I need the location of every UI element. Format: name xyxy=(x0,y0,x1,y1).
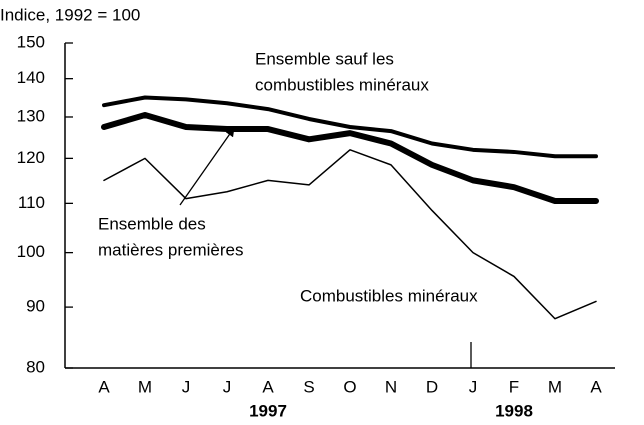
y-tick-label: 120 xyxy=(17,148,45,167)
series-line xyxy=(101,112,599,205)
series-annotation: Combustibles minéraux xyxy=(300,286,478,305)
x-tick-label: A xyxy=(262,377,274,396)
series-annotation: combustibles minéraux xyxy=(255,75,429,94)
x-tick-label: F xyxy=(509,377,519,396)
series-annotation: matières premières xyxy=(98,240,244,259)
y-tick-label: 140 xyxy=(17,68,45,87)
y-tick-label: 90 xyxy=(26,297,45,316)
series-line xyxy=(102,95,598,159)
y-tick-label: 150 xyxy=(17,32,45,51)
x-tick-label: O xyxy=(343,377,356,396)
y-axis-label: Indice, 1992 = 100 xyxy=(0,5,140,24)
x-tick-label: J xyxy=(182,377,191,396)
series-annotation: Ensemble sauf les xyxy=(255,49,394,68)
x-tick-label: S xyxy=(303,377,314,396)
x-tick-label: M xyxy=(138,377,152,396)
x-tick-label: M xyxy=(548,377,562,396)
x-tick-label: A xyxy=(590,377,602,396)
x-tick-label: J xyxy=(469,377,478,396)
x-tick-label: J xyxy=(223,377,232,396)
y-tick-label: 80 xyxy=(26,357,45,376)
y-tick-label: 130 xyxy=(17,106,45,125)
year-label: 1998 xyxy=(495,401,533,420)
year-label: 1997 xyxy=(249,401,287,420)
series-line xyxy=(103,149,597,320)
y-tick-label: 110 xyxy=(18,193,45,212)
x-tick-label: D xyxy=(426,377,438,396)
series-annotation: Ensemble des xyxy=(98,214,206,233)
x-tick-label: A xyxy=(98,377,110,396)
y-tick-label: 100 xyxy=(17,242,45,261)
x-tick-label: N xyxy=(385,377,397,396)
annotation-arrow xyxy=(179,127,235,206)
